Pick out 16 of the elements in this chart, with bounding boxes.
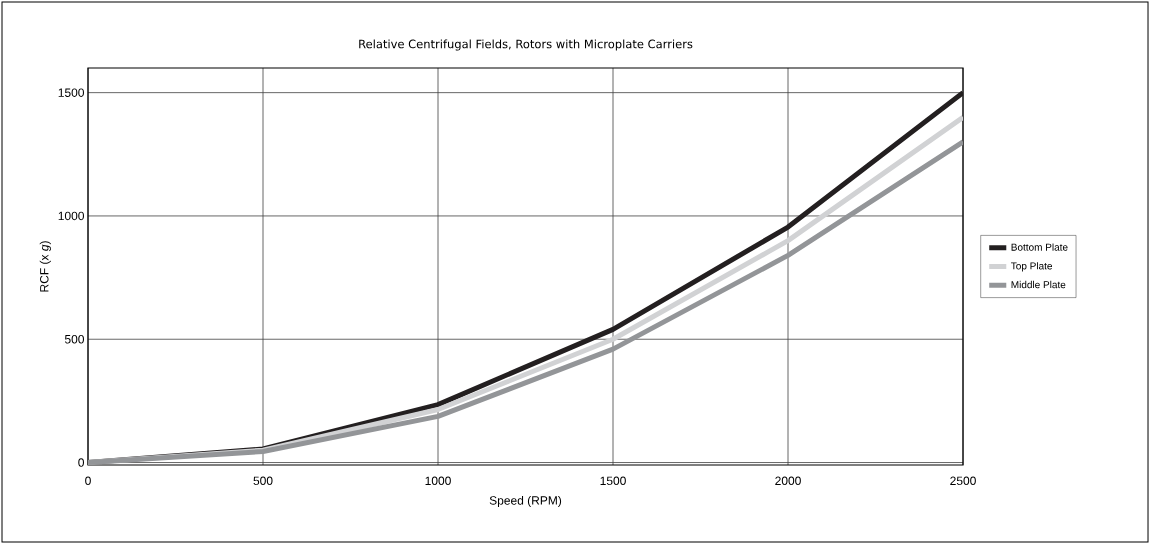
legend-label: Top Plate (1011, 262, 1053, 272)
x-tick-label: 2500 (950, 476, 976, 486)
chart-title: Relative Centrifugal Fields, Rotors with Microplate Carriers (359, 39, 693, 51)
y-tick-label: 500 (64, 335, 84, 344)
x-axis-title: Speed (RPM) (489, 495, 562, 508)
x-tick-label: 2000 (775, 476, 801, 486)
x-tick-label: 1000 (425, 476, 451, 486)
x-tick-label: 1500 (600, 476, 626, 486)
legend-label: Middle Plate (1011, 280, 1066, 289)
y-tick-label: 1500 (58, 88, 84, 97)
x-tick-label: 0 (85, 476, 91, 486)
legend-label: Bottom Plate (1011, 243, 1068, 251)
x-tick-label: 500 (253, 476, 273, 486)
y-axis-title: RCF (x g) (39, 241, 51, 292)
y-tick-label: 1000 (58, 211, 84, 221)
y-tick-label: 0 (78, 458, 85, 467)
